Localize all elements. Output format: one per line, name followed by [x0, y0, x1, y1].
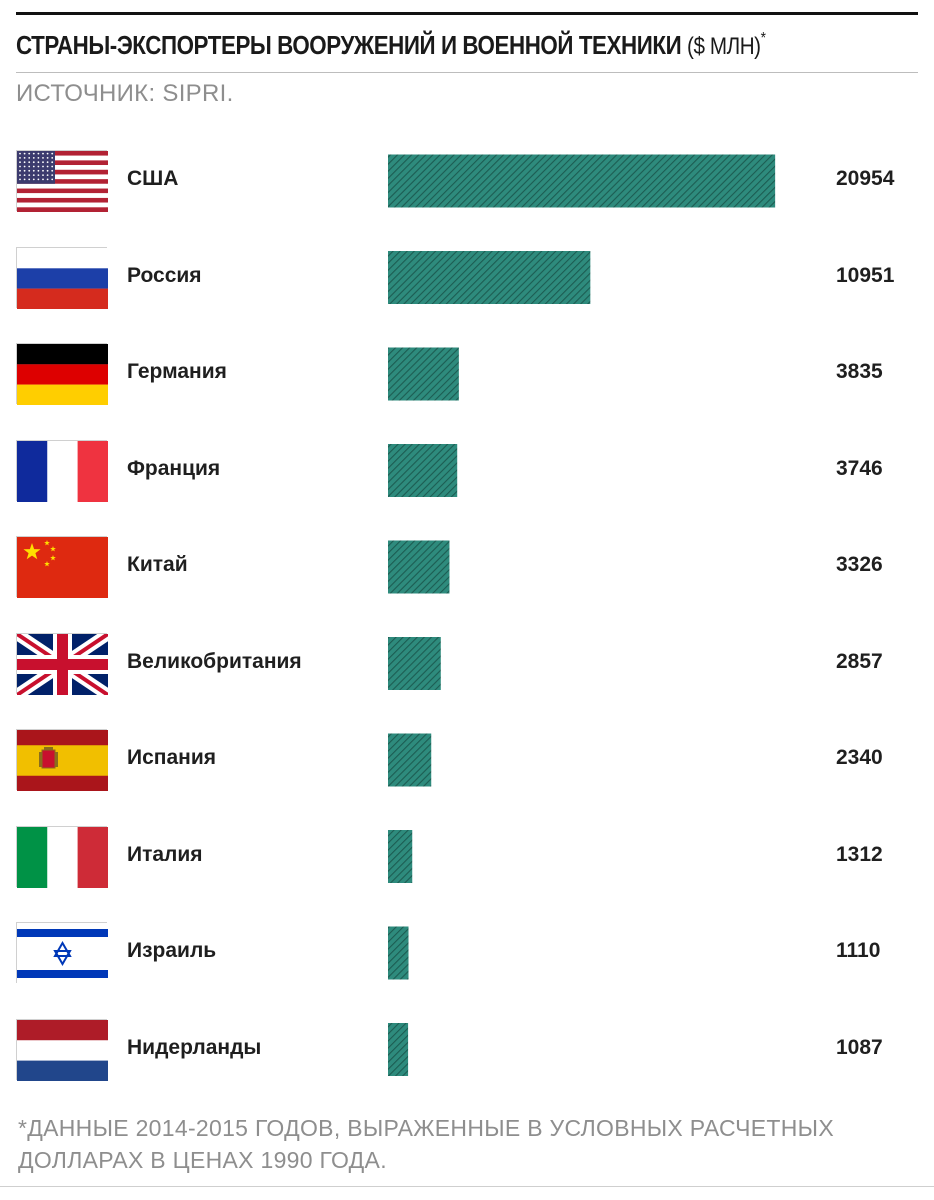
bar-5	[388, 540, 450, 594]
bar-3	[388, 347, 459, 401]
chart-title-unit: ($ МЛН)	[687, 33, 761, 60]
russia-flag-icon	[16, 246, 108, 309]
bar-10	[388, 1023, 409, 1076]
footnote: *ДАННЫЕ 2014-2015 ГОДОВ, ВЫРАЖЕННЫЕ В УС…	[18, 1115, 834, 1173]
israel-flag-icon	[16, 922, 108, 984]
value-label: 20954	[836, 167, 895, 190]
value-label: 10951	[836, 263, 895, 287]
netherlands-flag-icon	[16, 1018, 108, 1081]
us-flag-icon	[16, 150, 108, 212]
germany-flag-icon	[16, 343, 108, 405]
title-rule	[16, 72, 918, 73]
country-label: Израиль	[127, 939, 217, 962]
country-label: Китай	[127, 553, 188, 576]
value-label: 3326	[836, 553, 883, 576]
country-label: Великобритания	[127, 649, 302, 673]
italy-flag-icon	[16, 825, 108, 888]
uk-flag-icon	[13, 628, 112, 700]
country-label: Италия	[127, 842, 203, 866]
bar-6	[388, 637, 441, 690]
value-label: 1110	[836, 939, 881, 962]
source-text: ИСТОЧНИК: SIPRI.	[16, 80, 234, 107]
country-label: Россия	[127, 263, 202, 287]
value-label: 2857	[836, 649, 883, 673]
bottom-rule	[0, 1186, 934, 1187]
bar-7	[388, 733, 432, 787]
bar-9	[388, 926, 409, 980]
chart-title: СТРАНЫ-ЭКСПОРТЕРЫ ВООРУЖЕНИЙ И ВОЕННОЙ Т…	[16, 30, 790, 61]
bar-1	[388, 154, 776, 208]
value-label: 1087	[836, 1035, 883, 1059]
country-label: Франция	[127, 456, 221, 480]
bar-2	[388, 251, 591, 304]
value-label: 2340	[836, 746, 883, 769]
country-label: США	[127, 167, 179, 190]
value-label: 1312	[836, 842, 883, 866]
country-label: Германия	[127, 360, 227, 383]
spain-flag-icon	[16, 729, 108, 791]
china-flag-icon	[16, 536, 108, 598]
value-label: 3835	[836, 360, 883, 383]
chart-title-footnote-mark: *	[760, 30, 766, 47]
country-label: Испания	[127, 746, 216, 769]
bar-8	[388, 830, 413, 883]
bar-4	[388, 444, 458, 497]
country-label: Нидерланды	[127, 1035, 262, 1059]
france-flag-icon	[16, 439, 108, 502]
value-label: 3746	[836, 456, 883, 480]
chart-title-text: СТРАНЫ-ЭКСПОРТЕРЫ ВООРУЖЕНИЙ И ВОЕННОЙ Т…	[16, 30, 682, 60]
top-rule	[16, 12, 918, 15]
